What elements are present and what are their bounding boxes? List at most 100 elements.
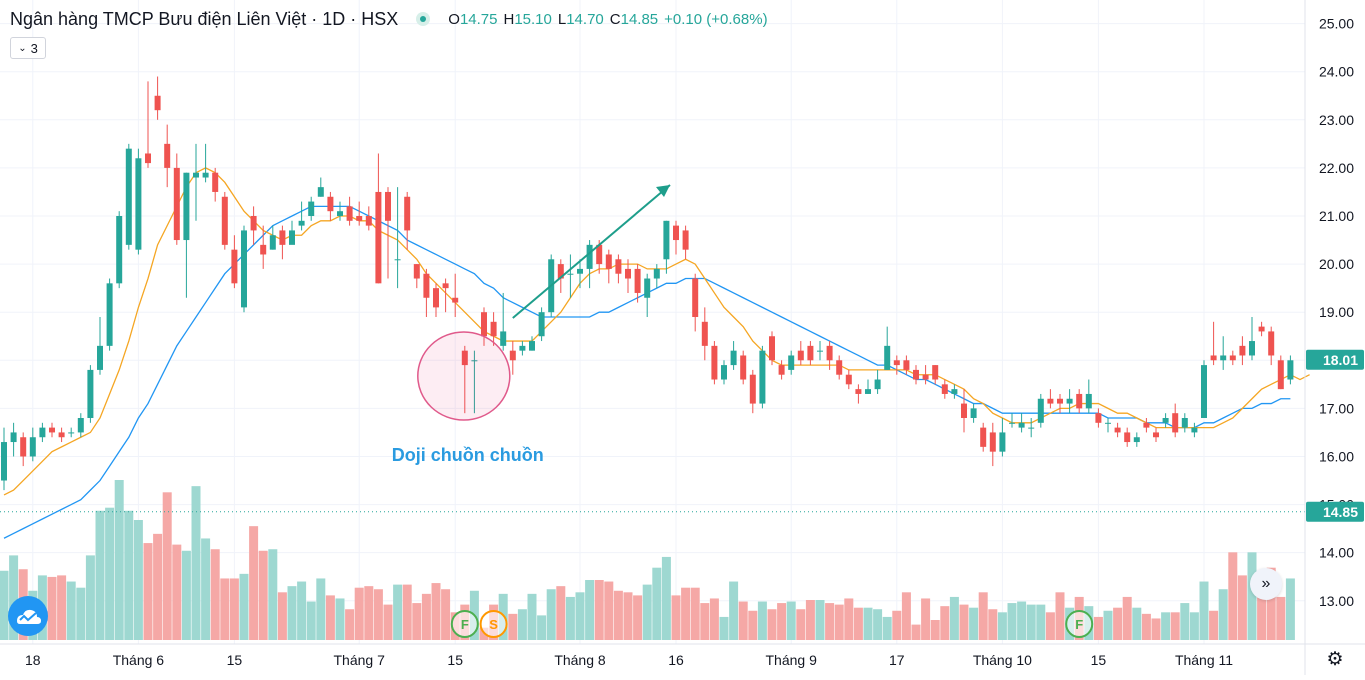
volume-bar	[172, 544, 182, 640]
candle-body	[970, 408, 977, 418]
candle-body	[769, 336, 775, 361]
close-label: C	[609, 10, 621, 28]
time-tick-label: 17	[889, 652, 905, 668]
volume-bar	[767, 609, 777, 640]
candle-body	[817, 350, 823, 352]
candle-body	[279, 230, 286, 245]
volume-bar	[786, 601, 796, 640]
event-marker-label: F	[461, 617, 469, 632]
tradingview-cloud-logo-icon[interactable]	[8, 596, 48, 636]
candle-body	[1066, 398, 1073, 404]
candle-body	[692, 278, 699, 317]
candle-body	[202, 172, 209, 178]
candle-body	[250, 216, 257, 231]
candle-body	[327, 196, 334, 212]
candle-body	[183, 172, 190, 241]
candle-body	[922, 374, 929, 380]
candle-body	[759, 350, 766, 404]
candle-body	[433, 288, 439, 308]
candle-body	[721, 365, 727, 380]
volume-bar	[1285, 578, 1295, 640]
scroll-right-icon[interactable]: »	[1250, 568, 1282, 600]
volume-bar	[623, 592, 633, 640]
ma-fast-line	[3, 167, 1310, 496]
candle-body	[749, 374, 756, 404]
candle-body	[490, 321, 497, 337]
candle-body	[807, 345, 814, 361]
candle-body	[596, 244, 603, 265]
volume-bar	[700, 603, 710, 640]
event-marker-circle	[1065, 610, 1094, 638]
volume-bar	[229, 578, 239, 640]
candle-body	[788, 355, 795, 370]
volume-bar	[1036, 604, 1046, 640]
volume-bar	[105, 507, 115, 640]
volume-bar	[1093, 616, 1103, 640]
volume-bar	[85, 555, 95, 640]
gear-icon[interactable]: ⚙	[1326, 648, 1344, 670]
candle-body	[874, 379, 881, 390]
candle-body	[39, 427, 46, 438]
volume-bar	[153, 533, 163, 640]
candle-body	[615, 259, 622, 274]
candle-body	[980, 427, 987, 447]
candle-body	[413, 264, 420, 279]
symbol-title[interactable]: Ngân hàng TMCP Bưu điện Liên Việt · 1D ·…	[10, 8, 399, 29]
volume-bar	[124, 510, 134, 640]
volume-bar	[1017, 601, 1027, 640]
volume-bar	[1199, 581, 1209, 640]
candle-body	[673, 225, 679, 241]
candle-body	[1, 442, 7, 481]
volume-bar	[1170, 612, 1180, 640]
volume-bar	[940, 606, 950, 640]
candle-body	[701, 321, 708, 346]
volume-bar	[882, 616, 892, 640]
volume-bar	[1257, 581, 1267, 640]
high-value: 15.10	[514, 10, 552, 28]
volume-bar	[1189, 612, 1199, 640]
volume-bar	[1045, 612, 1055, 640]
candle-body	[1201, 365, 1207, 418]
time-tick-label: 15	[1091, 652, 1107, 668]
volume-bar	[681, 587, 691, 640]
volume-bar	[969, 607, 979, 640]
volume-bar	[277, 592, 287, 640]
candle-body	[951, 389, 958, 394]
volume-bar	[1113, 607, 1123, 640]
volume-bar	[76, 587, 86, 640]
candle-body	[778, 365, 785, 375]
volume-bar	[1055, 592, 1065, 640]
volume-bar	[575, 592, 585, 640]
time-tick-label: Tháng 11	[1175, 652, 1233, 668]
price-tick-label: 16.00	[1319, 448, 1354, 464]
indicators-toggle-button[interactable]: ⌄ 3	[10, 37, 46, 59]
time-tick-label: Tháng 6	[113, 652, 165, 668]
price-tick-label: 17.00	[1319, 400, 1354, 416]
candle-body	[1229, 355, 1236, 361]
volume-bar	[988, 609, 998, 640]
volume-bar	[517, 609, 527, 640]
moving-average-lines	[3, 167, 1310, 539]
price-tick-label: 23.00	[1319, 112, 1354, 128]
candle-body	[173, 167, 180, 241]
volume-bar	[729, 581, 739, 640]
candle-body	[1105, 422, 1111, 424]
price-label-badge	[1306, 501, 1364, 522]
price-tick-label: 22.00	[1319, 160, 1354, 176]
volume-bars	[0, 480, 1295, 640]
volume-bar	[1161, 612, 1171, 640]
volume-bar	[1151, 618, 1161, 640]
volume-bar	[834, 604, 844, 640]
volume-bar	[661, 556, 671, 640]
price-axis: 25.0024.0023.0022.0021.0020.0019.0018.00…	[1304, 0, 1364, 675]
volume-bar	[57, 575, 67, 640]
candle-body	[1268, 331, 1275, 356]
low-value: 14.70	[566, 10, 604, 28]
candle-body	[500, 331, 507, 346]
volume-bar	[633, 595, 643, 640]
time-tick-label: Tháng 9	[766, 652, 818, 668]
volume-bar	[613, 590, 623, 640]
volume-bar	[393, 584, 403, 640]
